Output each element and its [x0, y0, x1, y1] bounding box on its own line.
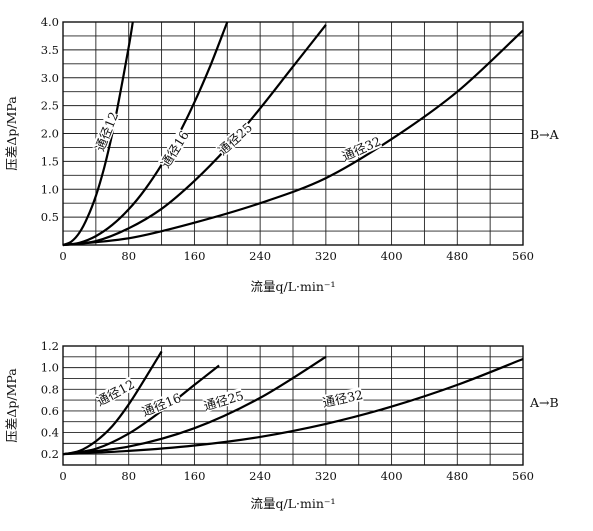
y-tick-label: 0.6 [41, 404, 59, 418]
grid [62, 21, 524, 246]
x-tick-label: 240 [249, 469, 271, 483]
x-tick-label: 80 [121, 469, 136, 483]
plot-frame [62, 345, 524, 466]
x-tick-label: 400 [381, 469, 403, 483]
series-label-bg [202, 387, 245, 413]
chart-b-to-a: 0 80 160 240 320 400 480 560 0.5 1.0 1.5 2.0 2.5 3.0 3… [4, 15, 560, 294]
y-tick-label: 3.5 [41, 43, 59, 57]
chart-a-to-b: 0 80 160 240 320 400 480 560 0.2 0.4 0.6 0.8 1.0 1.2 流… [4, 339, 559, 511]
y-tick-label: 1.0 [41, 182, 59, 196]
series-line-4 [62, 357, 524, 456]
x-tick-label: 80 [121, 249, 136, 263]
series-label-1: 通径12 [92, 110, 121, 154]
x-tick-label: 480 [446, 249, 468, 263]
y-tick-label: 3.0 [41, 71, 59, 85]
series-label-bg [340, 133, 383, 163]
series-line-3 [62, 355, 327, 456]
y-tick-label: 1.5 [41, 154, 59, 168]
series-label-bg [94, 376, 137, 408]
x-tick-label: 320 [315, 249, 337, 263]
y-tick-label: 0.8 [41, 382, 59, 396]
series-label-bg [157, 128, 191, 170]
tick-labels: 0 80 160 240 320 400 480 560 0.5 1.0 1.5 2.0 2.5 3.0 3… [41, 15, 534, 263]
series-line-3 [62, 24, 327, 247]
flow-direction-label: B→A [530, 127, 560, 142]
series-label-3: 通径25 [215, 120, 255, 159]
series-line-2 [62, 364, 220, 456]
series-label-2: 通径16 [158, 128, 192, 171]
y-tick-label: 0.5 [41, 210, 59, 224]
plot-frame [62, 21, 524, 246]
grid [62, 345, 524, 466]
series-label-4: 通径32 [321, 387, 364, 410]
x-tick-label: 0 [59, 469, 66, 483]
y-tick-label: 2.0 [41, 127, 59, 141]
series-label-bg [92, 110, 121, 153]
y-tick-label: 0.2 [41, 447, 59, 461]
y-tick-label: 4.0 [41, 15, 59, 29]
x-tick-label: 0 [59, 249, 66, 263]
x-tick-label: 560 [512, 249, 534, 263]
x-tick-label: 320 [315, 469, 337, 483]
x-axis-label: 流量q/L·min⁻¹ [251, 279, 336, 294]
series-line-4 [62, 29, 524, 247]
y-axis-label: 压差Δp/MPa [4, 96, 19, 171]
series-line-1 [62, 21, 134, 247]
y-tick-label: 2.5 [41, 99, 59, 113]
x-tick-label: 160 [183, 249, 205, 263]
y-axis-label: 压差Δp/MPa [4, 368, 19, 443]
y-tick-label: 1.2 [41, 339, 59, 353]
x-tick-label: 400 [381, 249, 403, 263]
tick-labels: 0 80 160 240 320 400 480 560 0.2 0.4 0.6 0.8 1.0 1.2 [41, 339, 534, 483]
y-tick-label: 0.4 [41, 426, 59, 440]
series-line-1 [62, 350, 163, 456]
x-tick-label: 240 [249, 249, 271, 263]
x-tick-label: 560 [512, 469, 534, 483]
flow-direction-label: A→B [529, 395, 559, 410]
series-line-2 [62, 21, 229, 247]
x-tick-label: 160 [183, 469, 205, 483]
series-label-bg [321, 387, 364, 410]
x-tick-label: 480 [446, 469, 468, 483]
y-tick-label: 1.0 [41, 361, 59, 375]
series-label-bg [140, 390, 183, 419]
series-label-bg [215, 119, 255, 158]
series-label-1: 通径12 [94, 376, 137, 408]
x-axis-label: 流量q/L·min⁻¹ [251, 496, 336, 511]
